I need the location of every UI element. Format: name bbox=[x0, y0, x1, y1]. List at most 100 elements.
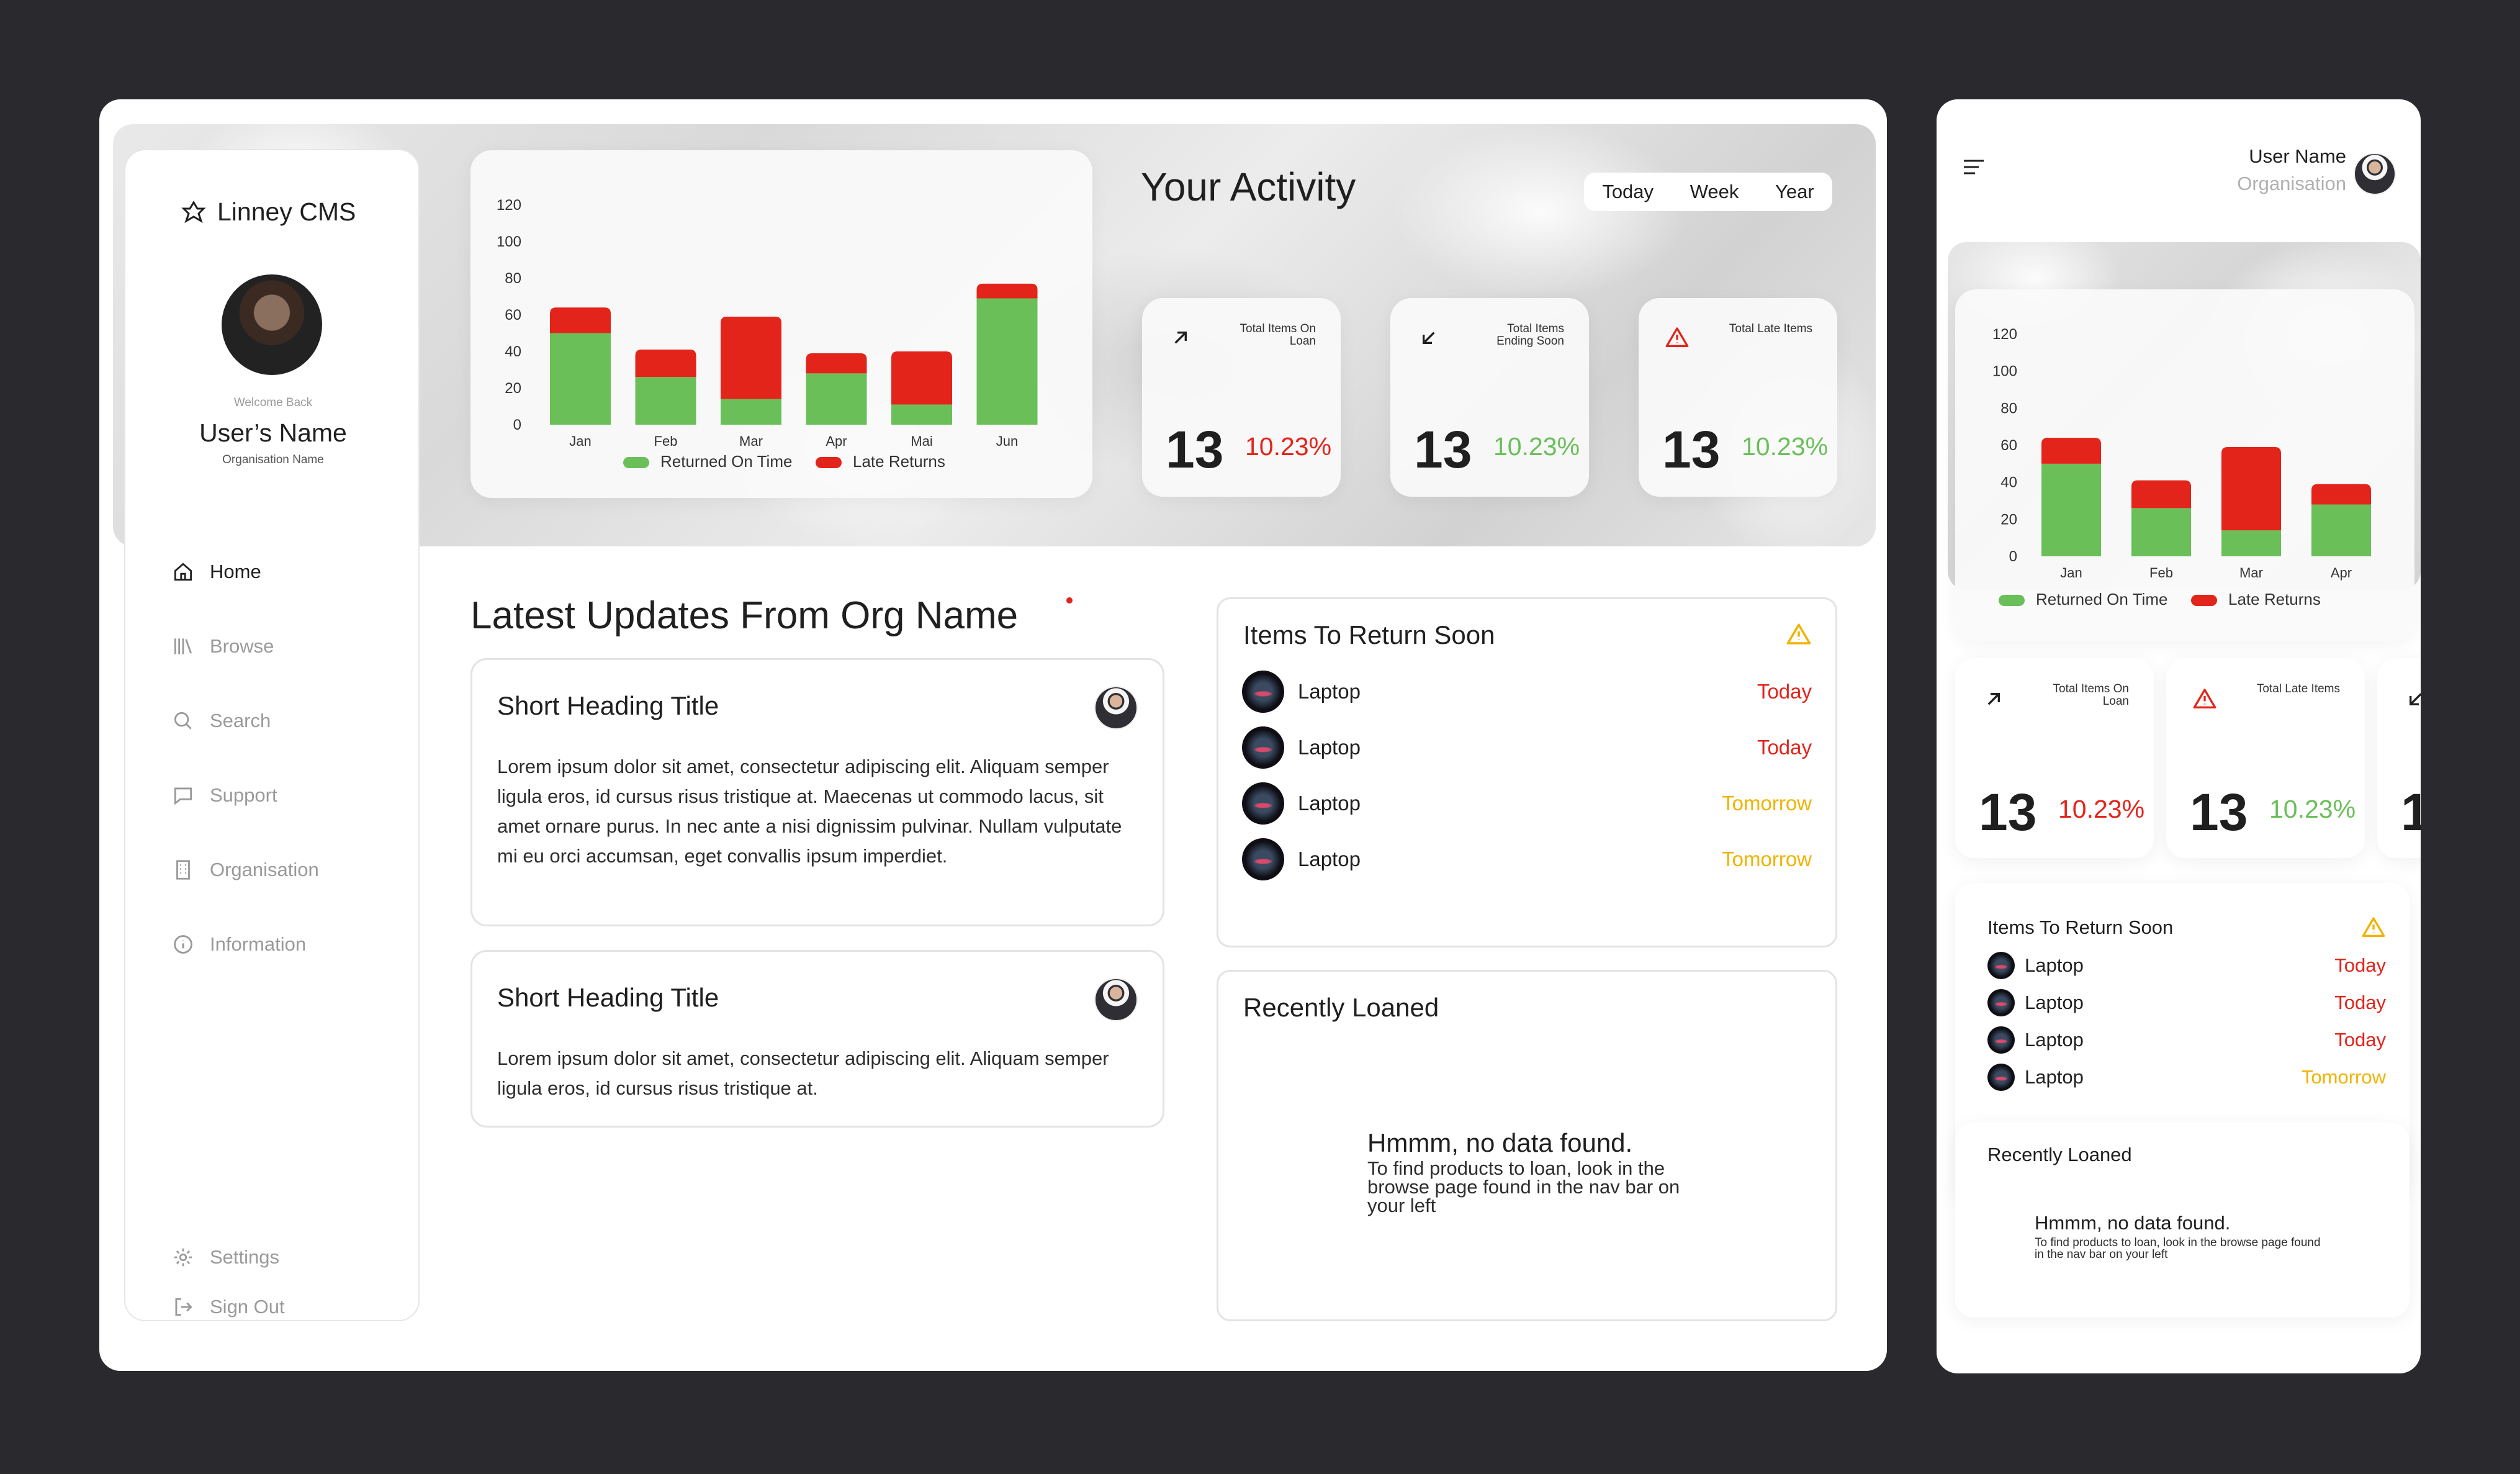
empty-state-text: To find products to loan, look in the br… bbox=[2035, 1236, 2321, 1261]
bar-segment-late-returns[interactable] bbox=[2311, 484, 2371, 505]
stat-percent: 10.23% bbox=[2269, 795, 2356, 823]
stat-label: Total Items Ending Soon bbox=[1496, 322, 1564, 348]
stat-label: Total Items On Loan bbox=[1240, 322, 1316, 348]
range-today[interactable]: Today bbox=[1602, 181, 1654, 202]
post-body: Lorem ipsum dolor sit amet, consectetur … bbox=[497, 1047, 1109, 1099]
sidebar-item-information[interactable]: Information bbox=[171, 933, 306, 956]
list-item[interactable]: Laptop Tomorrow bbox=[1242, 838, 1812, 881]
stat-card-ending-soon[interactable]: Total Items Ending Soon 13 10.23% bbox=[1390, 298, 1589, 497]
bar-segment-returned-on-time[interactable] bbox=[550, 333, 611, 425]
y-tick-label: 60 bbox=[505, 307, 521, 323]
list-item[interactable]: Laptop Today bbox=[1987, 951, 2386, 980]
chat-icon bbox=[174, 787, 192, 805]
x-tick-label: Mai bbox=[911, 433, 932, 449]
sidebar-item-label: Browse bbox=[210, 635, 274, 657]
bar-segment-returned-on-time[interactable] bbox=[2221, 530, 2281, 556]
building-icon bbox=[176, 860, 190, 880]
stat-card-late-items[interactable]: Total Late Items 13 10.23% bbox=[2166, 658, 2365, 858]
panel-title: Items To Return Soon bbox=[1243, 620, 1495, 649]
stat-label: Total Late Items bbox=[1729, 322, 1812, 335]
list-item[interactable]: Laptop Tomorrow bbox=[1242, 782, 1812, 825]
x-tick-label: Jan bbox=[2060, 565, 2082, 581]
list-item[interactable]: Laptop Today bbox=[1987, 1026, 2386, 1054]
bar-segment-late-returns[interactable] bbox=[2041, 438, 2101, 464]
stat-value: 13 bbox=[1662, 420, 1721, 479]
sidebar-item-home[interactable]: Home bbox=[171, 560, 261, 584]
app-logo[interactable]: Linney CMS bbox=[181, 197, 356, 227]
bar-segment-returned-on-time[interactable] bbox=[635, 377, 696, 425]
author-avatar bbox=[1094, 686, 1138, 730]
stat-card-on-loan[interactable]: Total Items On Loan 13 10.23% bbox=[1955, 658, 2154, 858]
stat-percent: 10.23% bbox=[1493, 432, 1580, 461]
update-post[interactable]: Short Heading Title Lorem ipsum dolor si… bbox=[470, 950, 1164, 1128]
stat-label: Total Late Items bbox=[2256, 682, 2340, 695]
sign-out-icon bbox=[175, 1298, 192, 1316]
arrow-up-right-icon bbox=[1987, 693, 2000, 705]
bar-segment-late-returns[interactable] bbox=[891, 351, 952, 405]
bar-segment-returned-on-time[interactable] bbox=[976, 298, 1038, 425]
bar-segment-returned-on-time[interactable] bbox=[806, 373, 867, 425]
stat-value: 13 bbox=[1166, 420, 1224, 479]
item-status: Tomorrow bbox=[1722, 792, 1812, 815]
stat-card-on-loan[interactable]: Total Items On Loan 13 10.23% bbox=[1142, 298, 1341, 497]
bar-segment-late-returns[interactable] bbox=[2131, 480, 2191, 509]
sidebar-item-label: Search bbox=[210, 710, 271, 731]
settings-button[interactable]: Settings bbox=[171, 1246, 279, 1269]
settings-label: Settings bbox=[210, 1246, 280, 1268]
sidebar-item-browse[interactable]: Browse bbox=[171, 635, 274, 658]
bar-segment-returned-on-time[interactable] bbox=[721, 399, 781, 425]
stat-card-late-items[interactable]: Total Late Items 13 10.23% bbox=[1639, 298, 1837, 497]
bar-segment-late-returns[interactable] bbox=[2221, 446, 2281, 531]
item-name: Laptop bbox=[1298, 680, 1361, 703]
list-item[interactable]: Laptop Tomorrow bbox=[1987, 1063, 2386, 1092]
items-return-soon-panel: Items To Return Soon Laptop Today Laptop… bbox=[1217, 597, 1837, 947]
stat-card-partial[interactable]: 1 bbox=[2377, 658, 2421, 858]
y-tick-label: 0 bbox=[513, 417, 521, 433]
sidebar-item-organisation[interactable]: Organisation bbox=[171, 858, 319, 882]
x-tick-label: Mar bbox=[739, 433, 763, 449]
bar-segment-returned-on-time[interactable] bbox=[2131, 508, 2191, 556]
list-item[interactable]: Laptop Today bbox=[1242, 726, 1812, 769]
avatar[interactable] bbox=[2354, 153, 2396, 195]
organisation-name: Organisation bbox=[2237, 173, 2346, 194]
bar-segment-late-returns[interactable] bbox=[721, 316, 781, 399]
panel-title: Recently Loaned bbox=[1987, 1144, 2132, 1165]
menu-icon[interactable] bbox=[1963, 159, 1985, 175]
legend-label: Returned On Time bbox=[2036, 590, 2167, 608]
bar-segment-late-returns[interactable] bbox=[806, 353, 867, 374]
bar-segment-late-returns[interactable] bbox=[976, 283, 1038, 299]
sidebar: Linney CMS Welcome Back User’s Name Orga… bbox=[124, 149, 420, 1321]
y-tick-label: 0 bbox=[2009, 548, 2017, 565]
stat-percent: 10.23% bbox=[2058, 795, 2145, 823]
update-post[interactable]: Short Heading Title Lorem ipsum dolor si… bbox=[470, 658, 1164, 926]
recently-loaned-panel: Recently Loaned Hmmm, no data found. To … bbox=[1217, 970, 1837, 1321]
sidebar-item-support[interactable]: Support bbox=[171, 784, 277, 807]
empty-state-title: Hmmm, no data found. bbox=[2035, 1212, 2231, 1234]
bar-segment-returned-on-time[interactable] bbox=[2311, 504, 2371, 556]
bar-chart: 0 20 40 60 80 100 120 Jan Feb Mar Apr Returned On T… bbox=[1992, 326, 2371, 608]
x-tick-label: Jan bbox=[569, 433, 591, 449]
list-item[interactable]: Laptop Today bbox=[1242, 670, 1812, 713]
author-avatar bbox=[1094, 978, 1138, 1021]
warning-icon bbox=[2362, 917, 2385, 937]
laptop-thumbnail bbox=[1242, 838, 1284, 880]
sidebar-item-label: Support bbox=[210, 784, 277, 806]
y-tick-label: 40 bbox=[505, 343, 521, 360]
bar-segment-returned-on-time[interactable] bbox=[2041, 463, 2101, 556]
arrow-down-left-icon bbox=[1423, 332, 1435, 344]
notification-dot bbox=[1066, 597, 1073, 604]
sign-out-button[interactable]: Sign Out bbox=[171, 1295, 285, 1319]
range-week[interactable]: Week bbox=[1690, 181, 1739, 202]
avatar[interactable] bbox=[222, 274, 322, 375]
warning-icon bbox=[2193, 689, 2216, 708]
range-year[interactable]: Year bbox=[1775, 181, 1814, 202]
item-name: Laptop bbox=[1298, 736, 1361, 759]
warning-icon bbox=[1665, 327, 1689, 347]
bar-segment-returned-on-time[interactable] bbox=[891, 404, 952, 425]
time-range-selector: Today Week Year bbox=[1584, 173, 1832, 211]
sidebar-item-search[interactable]: Search bbox=[171, 709, 271, 733]
bar-segment-late-returns[interactable] bbox=[550, 307, 611, 333]
bar-segment-late-returns[interactable] bbox=[635, 350, 696, 378]
list-item[interactable]: Laptop Today bbox=[1987, 988, 2386, 1017]
laptop-thumbnail bbox=[1242, 782, 1284, 825]
